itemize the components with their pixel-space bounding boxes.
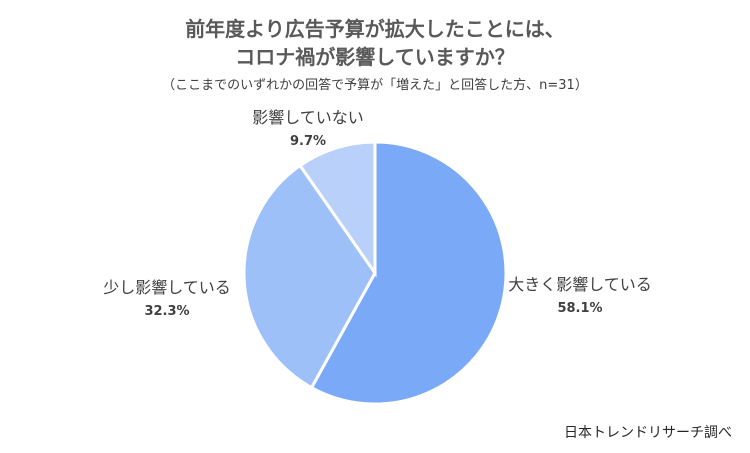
chart-subtitle: （ここまでのいずれかの回答で予算が「増えた」と回答した方、n=31） [162,78,588,93]
slice-label: 少し影響している [103,278,231,297]
chart-title-line1: 前年度より広告予算が拡大したことには、 [185,17,565,41]
pie-slice [242,163,377,390]
slice-label: 大きく影響している [508,275,652,294]
slice-value-label: 58.1% [557,301,602,316]
slice-label: 影響していない [252,108,364,127]
pie-slice [297,140,377,278]
chart-title-line2: コロナ禍が影響していますか？ [235,45,515,69]
pie-slice [309,140,508,406]
source-credit: 日本トレンドリサーチ調べ [564,425,732,441]
slice-value-label: 32.3% [144,304,189,319]
slice-value-label: 9.7% [290,134,326,149]
